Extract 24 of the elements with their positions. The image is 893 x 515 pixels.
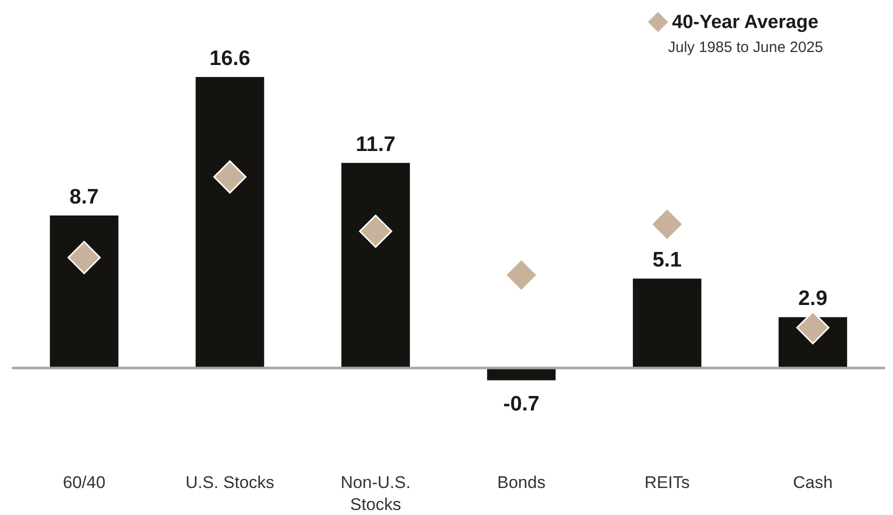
x-tick-label: Non-U.S. Stocks bbox=[340, 473, 411, 514]
x-tick-label: Bonds bbox=[497, 473, 546, 492]
x-tick-label: U.S. Stocks bbox=[185, 473, 274, 492]
point bbox=[213, 160, 246, 194]
point bbox=[359, 214, 392, 248]
bar bbox=[196, 77, 264, 368]
point bbox=[68, 240, 101, 274]
text: July 1985 to June 2025 bbox=[668, 39, 824, 56]
data-label: 5.1 bbox=[652, 248, 682, 272]
bar bbox=[632, 278, 702, 368]
bar bbox=[487, 368, 556, 380]
bar bbox=[341, 162, 410, 368]
data-label: 2.9 bbox=[798, 287, 828, 310]
x-tick-label: 60/40 bbox=[62, 473, 106, 492]
data-label: 8.7 bbox=[70, 185, 99, 208]
x-tick-label: Cash bbox=[793, 473, 833, 492]
x-tick-label: REITs bbox=[644, 473, 690, 492]
data-label: 11.7 bbox=[356, 132, 396, 156]
bar bbox=[50, 215, 118, 368]
point bbox=[504, 258, 538, 292]
data-label: -0.7 bbox=[503, 392, 540, 416]
point bbox=[650, 208, 684, 241]
legend-label: 40-Year Average bbox=[672, 12, 818, 33]
data-label: 16.6 bbox=[209, 47, 250, 70]
